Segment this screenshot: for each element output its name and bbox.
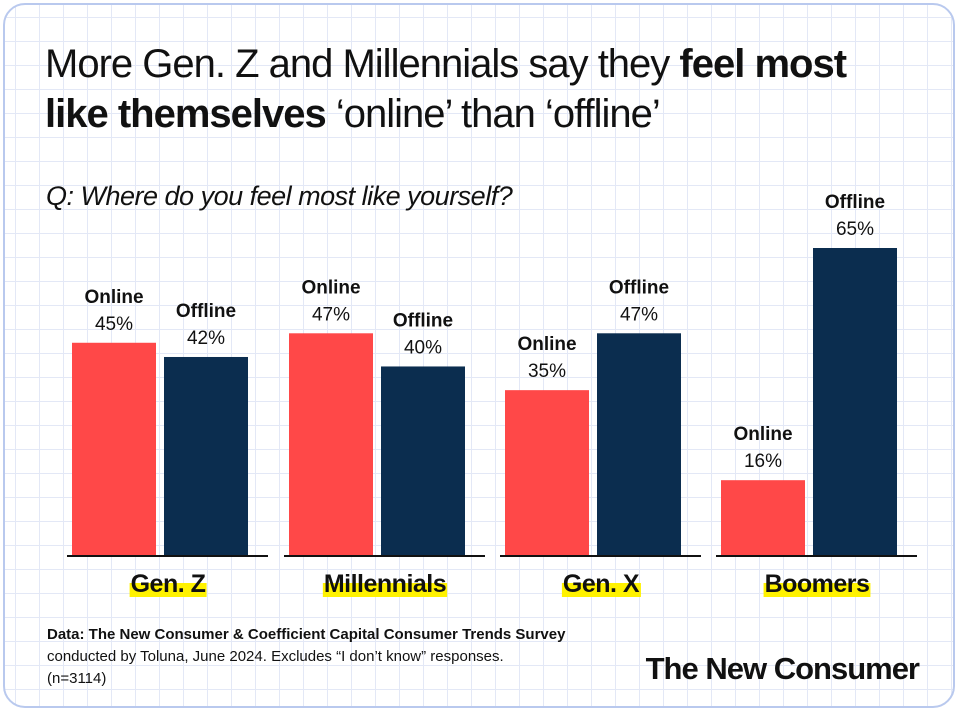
chart-title: More Gen. Z and Millennials say they fee… (45, 39, 865, 139)
bar-gen-z-online (72, 342, 156, 555)
value-label-boomers-offline: 65% (836, 219, 874, 240)
value-label-gen-z-online: 45% (95, 314, 133, 335)
series-label-boomers-online: Online (733, 424, 792, 445)
series-label-millennials-online: Online (301, 277, 360, 298)
value-label-millennials-offline: 40% (404, 337, 442, 358)
title-emphasis: feel most like themselves (45, 42, 847, 136)
data-source-bold: Data: The New Consumer & Coefficient Cap… (47, 626, 566, 643)
value-label-gen-x-online: 35% (528, 361, 566, 382)
bar-gen-z-offline (164, 356, 248, 555)
data-source-note: Data: The New Consumer & Coefficient Cap… (47, 624, 567, 690)
series-label-gen-z-offline: Offline (176, 301, 236, 322)
category-label-millennials: Millennials (324, 570, 446, 598)
series-label-boomers-offline: Offline (825, 192, 885, 213)
category-label-gen-x: Gen. X (563, 570, 640, 598)
value-label-gen-x-offline: 47% (620, 304, 658, 325)
bar-millennials-online (289, 333, 373, 555)
bar-chart: Gen. Z Online 45% Offline 42% Millennials Onli… (67, 192, 917, 598)
title-part-2: ‘online’ than ‘offline’ (325, 92, 661, 136)
value-label-boomers-online: 16% (744, 451, 782, 472)
bar-gen-x-offline (597, 333, 681, 555)
chart-card: More Gen. Z and Millennials say they fee… (3, 3, 955, 708)
value-label-gen-z-offline: 42% (187, 328, 225, 349)
value-label-millennials-online: 47% (312, 304, 350, 325)
bar-gen-x-online (505, 390, 589, 555)
bar-millennials-offline (381, 366, 465, 555)
category-highlight-gen-x (561, 583, 641, 597)
series-label-millennials-offline: Offline (393, 310, 453, 331)
brand-logo: The New Consumer (645, 651, 920, 686)
series-label-gen-z-online: Online (84, 287, 143, 308)
category-highlight-millennials (322, 583, 448, 597)
category-label-gen-z: Gen. Z (131, 570, 206, 598)
category-highlight-boomers (763, 583, 871, 597)
data-source-rest: conducted by Toluna, June 2024. Excludes… (47, 648, 504, 687)
survey-question: Q: Where do you feel most like yourself? (46, 181, 513, 211)
category-highlight-gen-z (129, 583, 207, 597)
series-label-gen-x-offline: Offline (609, 277, 669, 298)
title-part-1: More Gen. Z and Millennials say they (45, 42, 680, 86)
series-label-gen-x-online: Online (517, 334, 576, 355)
bar-boomers-online (721, 480, 805, 555)
bar-boomers-offline (813, 248, 897, 555)
category-label-boomers: Boomers (765, 570, 870, 598)
